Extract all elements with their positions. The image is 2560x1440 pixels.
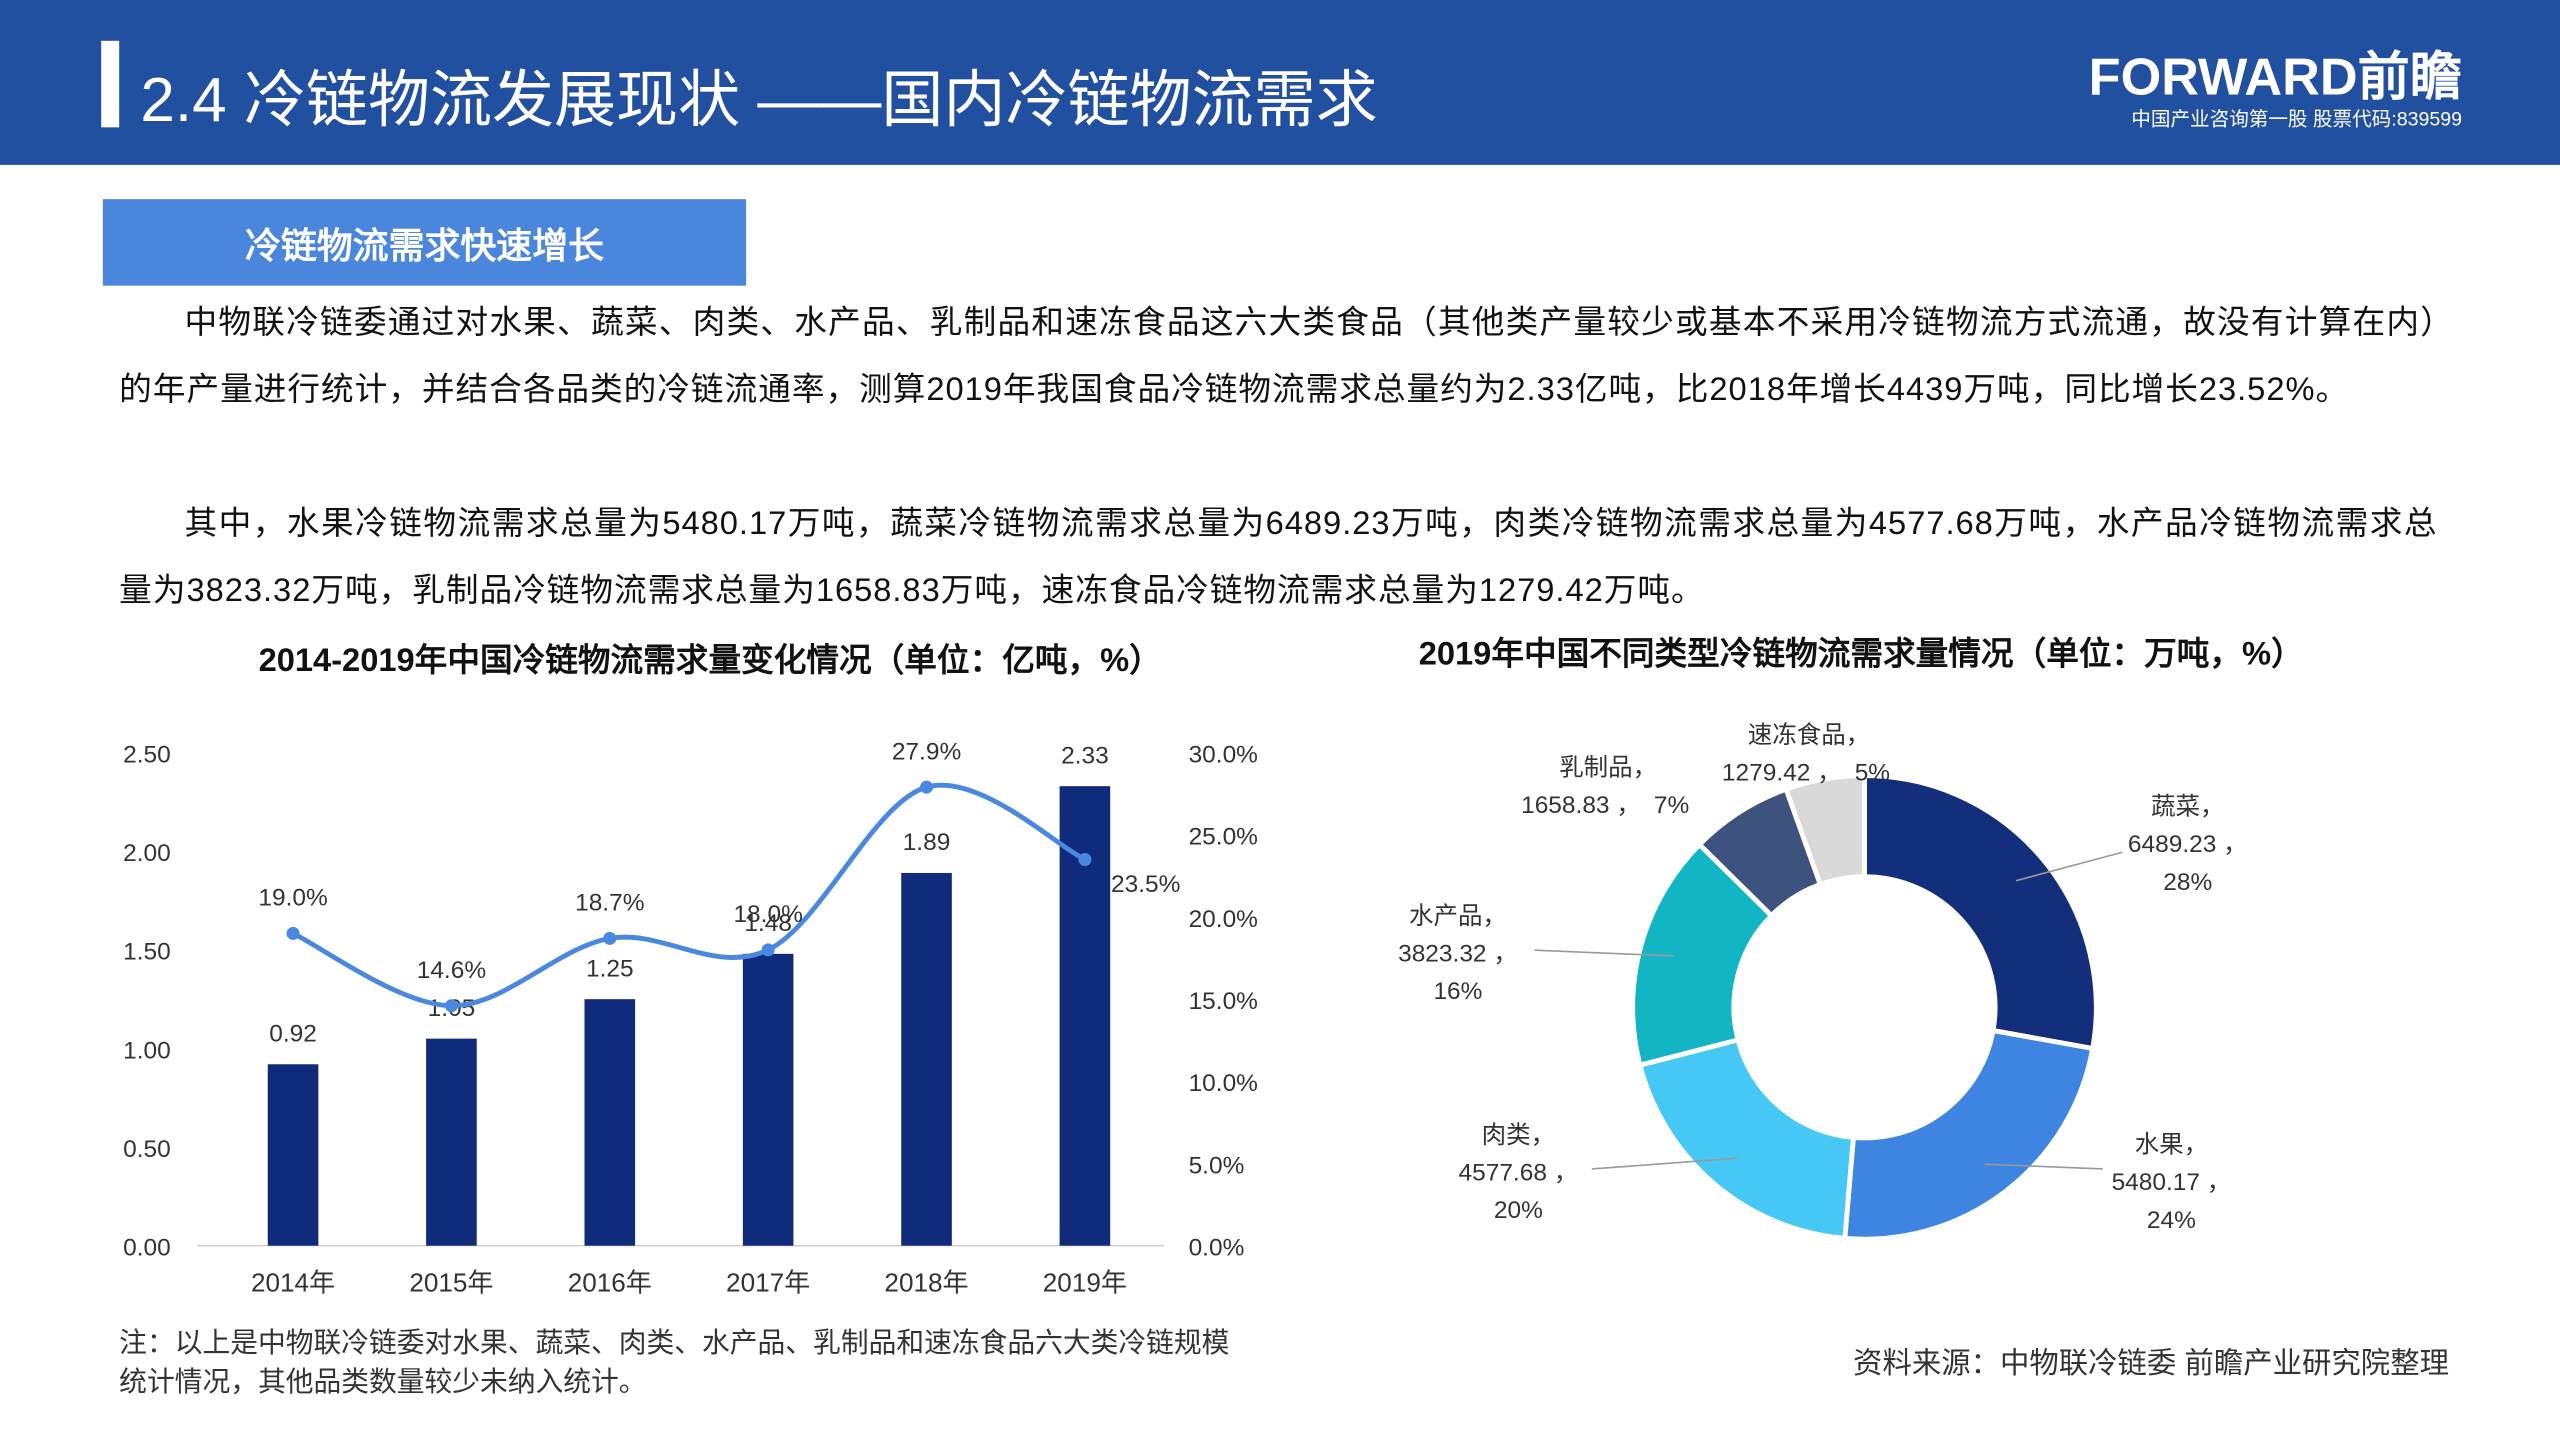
line-point	[444, 999, 458, 1013]
line-point	[919, 780, 934, 794]
y2-tick-label: 20.0%	[1189, 906, 1258, 933]
y2-tick-label: 30.0%	[1189, 741, 1258, 768]
bar	[901, 872, 952, 1246]
slice-category: 速冻食品，	[1748, 721, 1870, 749]
logo: FORWARD前瞻	[2089, 49, 2462, 107]
line-point	[1078, 852, 1092, 867]
y2-tick-label: 15.0%	[1189, 988, 1258, 1015]
section-tag	[102, 199, 747, 286]
line-label: 14.6%	[417, 957, 486, 984]
x-tick-label: 2019年	[1043, 1267, 1127, 1297]
leader-line	[1984, 1163, 2103, 1170]
slice-value: 6489.23 ，	[2128, 831, 2248, 858]
donut-slice	[1782, 773, 1867, 888]
y-tick-label: 1.50	[123, 939, 171, 966]
chart-title: 2014-2019年中国冷链物流需求量变化情况（单位：亿吨，%）	[259, 641, 1162, 678]
bar-label: 1.48	[744, 910, 792, 937]
slice-share: 7%	[1654, 792, 1689, 819]
slice-share: 24%	[2147, 1207, 2196, 1234]
slice-value: 1279.42 ，	[1722, 759, 1842, 786]
slice-value: 1658.83 ，	[1521, 792, 1641, 819]
y-tick-label: 0.50	[123, 1136, 171, 1163]
x-tick-label: 2018年	[884, 1267, 968, 1297]
logo-tagline: 中国产业咨询第一股 股票代码:839599	[2131, 109, 2462, 131]
x-tick-label: 2017年	[726, 1267, 810, 1297]
paragraph: 其中，水果冷链物流需求总量为5480.17万吨，蔬菜冷链物流需求总量为6489.…	[119, 506, 2438, 609]
y-tick-label: 2.50	[123, 741, 171, 768]
line-point	[603, 931, 617, 945]
y2-tick-label: 5.0%	[1189, 1152, 1245, 1179]
y-tick-label: 0.00	[123, 1235, 171, 1262]
line-label: 18.0%	[733, 901, 802, 928]
x-tick-label: 2016年	[568, 1267, 652, 1297]
header-bar	[0, 0, 2560, 165]
y-tick-label: 1.00	[123, 1037, 171, 1064]
donut-slice	[1862, 773, 2099, 1052]
leader-line	[1534, 949, 1674, 957]
paragraph: 中物联冷链委通过对水果、蔬菜、肉类、水产品、乳制品和速冻食品这六大类食品（其他类…	[119, 305, 2438, 409]
y2-tick-label: 25.0%	[1189, 824, 1258, 851]
slice-value: 4577.68 ，	[1459, 1159, 1579, 1186]
section-label: 冷链物流需求快速增长	[245, 225, 604, 266]
slice-category: 肉类，	[1482, 1121, 1555, 1149]
bar	[267, 1064, 319, 1246]
bar	[584, 999, 636, 1246]
bar-label: 1.89	[903, 829, 951, 856]
slice-category: 水产品，	[1409, 902, 1507, 930]
line-label: 27.9%	[892, 738, 961, 765]
line	[292, 782, 1086, 1009]
x-tick-label: 2014年	[251, 1267, 335, 1297]
slice-share: 16%	[1433, 978, 1482, 1005]
line-point	[286, 926, 300, 940]
y2-tick-label: 0.0%	[1189, 1235, 1245, 1262]
x-tick-label: 2015年	[409, 1267, 493, 1297]
leader-line	[2015, 851, 2123, 882]
bar	[426, 1038, 477, 1246]
bar-label: 2.33	[1061, 742, 1109, 769]
slice-value: 5480.17 ，	[2112, 1169, 2232, 1196]
note: 注：以上是中物联冷链委对水果、蔬菜、肉类、水产品、乳制品和速冻食品六大类冷链规模…	[119, 1327, 1230, 1398]
line-label: 23.5%	[1111, 871, 1180, 898]
slice-category: 蔬菜，	[2151, 793, 2224, 821]
slice-share: 20%	[1494, 1197, 1543, 1224]
slice-value: 3823.32 ，	[1398, 941, 1518, 968]
y2-tick-label: 10.0%	[1189, 1070, 1258, 1097]
bar	[742, 953, 794, 1246]
slice-category: 乳制品，	[1559, 754, 1657, 782]
chart-title: 2019年中国不同类型冷链物流需求量情况（单位：万吨，%）	[1419, 634, 2304, 671]
source: 资料来源：中物联冷链委 前瞻产业研究院整理	[1853, 1346, 2449, 1380]
page-title: 2.4 冷链物流发展现状 ——国内冷链物流需求	[140, 66, 1377, 135]
line-label: 19.0%	[258, 885, 327, 912]
line-point	[761, 943, 775, 957]
header-marker	[101, 40, 120, 128]
y-tick-label: 2.00	[123, 840, 171, 867]
donut-slice	[1636, 1036, 1857, 1241]
bar-label: 0.92	[269, 1020, 317, 1047]
bar-label: 1.25	[586, 955, 634, 982]
donut-slice	[1842, 1027, 2096, 1242]
leader-line	[1591, 1157, 1737, 1170]
slice-category: 水果，	[2135, 1131, 2208, 1159]
slice-share: 5%	[1855, 759, 1890, 786]
line-label: 18.7%	[575, 890, 644, 917]
slice-share: 28%	[2163, 869, 2212, 896]
